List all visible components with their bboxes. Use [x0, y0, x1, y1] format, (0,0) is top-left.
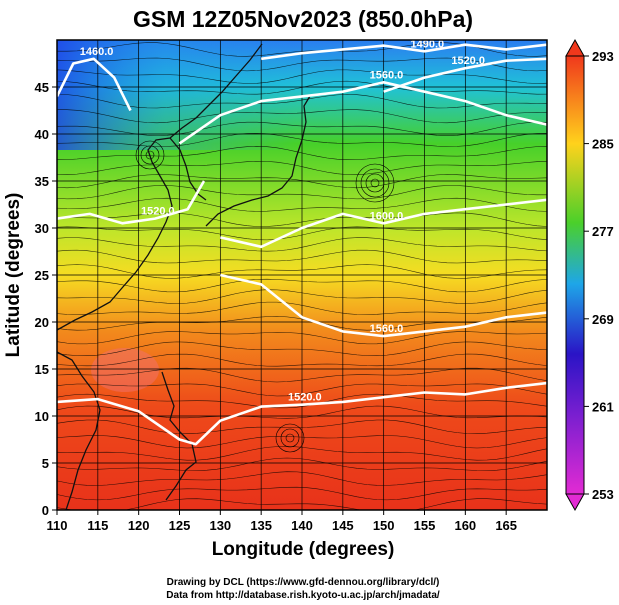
contour-line-4 — [220, 198, 547, 249]
contour-line-1 — [261, 43, 547, 61]
x-tick-label-3: 125 — [169, 518, 191, 533]
x-tick-label-4: 130 — [209, 518, 231, 533]
y-tick-label-4: 20 — [35, 315, 49, 330]
y-tick-label-0: 0 — [42, 503, 49, 518]
x-tick-label-9: 155 — [414, 518, 436, 533]
coastline-indochina — [57, 351, 101, 510]
chart-title: GSM 12Z05Nov2023 (850.0hPa) — [133, 6, 473, 32]
x-tick-label-8: 150 — [373, 518, 395, 533]
contour-label-1: 1490.0 — [411, 38, 445, 50]
coastline-philippines — [161, 371, 197, 501]
colorbar-ticks: 253 261 269 277 285 293 — [584, 49, 614, 502]
vortex-ring-1-19 — [355, 163, 395, 203]
coastline-asia — [57, 43, 263, 331]
contour-label-6: 1560.0 — [370, 323, 404, 335]
vortex-ring-2-4 — [285, 433, 295, 443]
contour-label-7: 1520.0 — [288, 392, 322, 404]
vortex-ring-2-14 — [275, 423, 305, 453]
contour-label-2: 1520.0 — [451, 55, 485, 67]
coastlines — [57, 43, 311, 510]
colorbar-tick-label-2: 269 — [592, 312, 614, 327]
colorbar-bottom-arrow — [565, 493, 585, 512]
vortex-ring-1-4 — [370, 178, 380, 188]
contour-label-4: 1600.0 — [370, 210, 404, 222]
colorbar-gradient — [565, 55, 585, 495]
colorbar: 253 261 269 277 285 293 — [565, 38, 614, 512]
colorbar-tick-label-3: 277 — [592, 224, 614, 239]
y-tick-label-2: 10 — [35, 409, 49, 424]
plot-area: 1460.0 1490.0 1520.0 1560.0 1600.0 1520.0 1560… — [57, 38, 547, 510]
contour-label-0: 1460.0 — [80, 46, 114, 58]
y-tick-label-9: 45 — [35, 80, 49, 95]
contour-line-5 — [57, 180, 206, 225]
colorbar-tick-label-5: 293 — [592, 49, 614, 64]
y-axis-ticks: 0 5 10 15 20 25 30 35 40 45 — [35, 80, 57, 518]
height-contours: 1460.0 1490.0 1520.0 1560.0 1600.0 1520.0 1560… — [57, 38, 547, 446]
colorbar-tick-label-1: 261 — [592, 399, 614, 414]
y-tick-label-1: 5 — [42, 456, 49, 471]
contour-label-3: 1560.0 — [370, 69, 404, 81]
y-tick-label-8: 40 — [35, 127, 49, 142]
credit-line-2: Data from http://database.rish.kyoto-u.a… — [166, 590, 440, 601]
x-tick-label-1: 115 — [87, 518, 108, 533]
x-tick-label-2: 120 — [128, 518, 150, 533]
coastline-japan — [205, 95, 311, 227]
colorbar-tick-label-0: 253 — [592, 487, 614, 502]
grid — [57, 40, 547, 510]
vortex-ring-0-4 — [145, 150, 155, 160]
y-axis-label: Latitude (degrees) — [3, 193, 24, 358]
y-tick-label-5: 25 — [35, 268, 49, 283]
vortex-ring-0-9 — [140, 145, 160, 165]
contour-line-2 — [383, 57, 547, 93]
x-tick-label-5: 135 — [250, 518, 272, 533]
contour-line-7 — [57, 381, 547, 446]
x-tick-label-7: 145 — [332, 518, 354, 533]
x-tick-label-6: 140 — [291, 518, 313, 533]
x-tick-label-11: 165 — [495, 518, 517, 533]
vortex-ring-2-9 — [280, 428, 300, 448]
x-axis-ticks: 110 115 120 125 130 135 140 145 150 155 160 165 — [47, 510, 517, 533]
y-tick-label-3: 15 — [35, 362, 49, 377]
colorbar-top-arrow — [565, 38, 585, 57]
vortex-ring-1-14 — [360, 168, 390, 198]
y-tick-label-7: 35 — [35, 174, 49, 189]
contour-line-3 — [178, 81, 547, 145]
coastline-korea — [169, 137, 207, 201]
x-tick-label-10: 160 — [454, 518, 476, 533]
x-axis-label: Longitude (degrees) — [212, 539, 395, 560]
y-tick-label-6: 30 — [35, 221, 49, 236]
colorbar-tick-label-4: 285 — [592, 137, 614, 152]
contour-line-6 — [220, 273, 547, 338]
x-tick-label-0: 110 — [47, 518, 68, 533]
contour-label-5: 1520.0 — [141, 206, 175, 218]
contour-line-0 — [57, 57, 132, 112]
vortex-ring-0-14 — [135, 140, 165, 170]
credit-line-1: Drawing by DCL (https://www.gfd-dennou.o… — [167, 577, 440, 588]
